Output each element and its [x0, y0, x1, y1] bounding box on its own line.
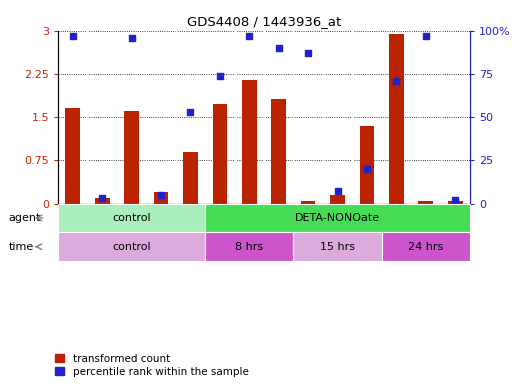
Bar: [389, 33, 404, 204]
Bar: [301, 200, 316, 204]
Bar: [58, 204, 205, 232]
Point: [127, 35, 136, 41]
Point: [392, 78, 401, 84]
Text: 15 hrs: 15 hrs: [320, 242, 355, 252]
Text: 8 hrs: 8 hrs: [235, 242, 263, 252]
Point: [304, 50, 313, 56]
Point: [363, 166, 371, 172]
Text: control: control: [112, 213, 151, 223]
Point: [245, 33, 253, 39]
Text: GSM549083: GSM549083: [156, 209, 166, 260]
Point: [421, 33, 430, 39]
Text: GSM549084: GSM549084: [186, 209, 195, 260]
Text: GSM549088: GSM549088: [304, 209, 313, 260]
Bar: [242, 79, 257, 204]
Text: GSM549087: GSM549087: [274, 209, 283, 260]
Point: [69, 33, 77, 39]
Point: [186, 109, 195, 115]
Bar: [65, 108, 80, 204]
Text: GSM549080: GSM549080: [68, 209, 77, 260]
Text: GSM549085: GSM549085: [215, 209, 224, 260]
Title: GDS4408 / 1443936_at: GDS4408 / 1443936_at: [187, 15, 341, 28]
Text: GSM549089: GSM549089: [333, 209, 342, 260]
Bar: [205, 232, 294, 261]
Bar: [360, 126, 374, 204]
Text: GSM549086: GSM549086: [245, 209, 254, 260]
Bar: [95, 198, 110, 204]
Text: GSM549082: GSM549082: [127, 209, 136, 260]
Text: GSM549081: GSM549081: [98, 209, 107, 260]
Legend: transformed count, percentile rank within the sample: transformed count, percentile rank withi…: [53, 351, 250, 379]
Bar: [330, 195, 345, 204]
Text: 24 hrs: 24 hrs: [408, 242, 444, 252]
Text: GSM549091: GSM549091: [392, 209, 401, 260]
Bar: [183, 152, 198, 204]
Text: time: time: [8, 242, 34, 252]
Point: [157, 192, 165, 198]
Bar: [154, 192, 168, 204]
Bar: [418, 200, 433, 204]
Point: [451, 197, 459, 203]
Text: DETA-NONOate: DETA-NONOate: [295, 213, 380, 223]
Text: control: control: [112, 242, 151, 252]
Point: [333, 188, 342, 194]
Point: [215, 73, 224, 79]
Text: GSM549090: GSM549090: [362, 209, 372, 260]
Bar: [294, 232, 382, 261]
Point: [98, 195, 107, 201]
Text: agent: agent: [8, 213, 41, 223]
Bar: [382, 232, 470, 261]
Bar: [271, 99, 286, 204]
Bar: [205, 204, 470, 232]
Bar: [124, 111, 139, 204]
Bar: [448, 200, 463, 204]
Text: GSM549093: GSM549093: [451, 209, 460, 260]
Point: [275, 45, 283, 51]
Bar: [212, 104, 227, 204]
Text: GSM549092: GSM549092: [421, 209, 430, 260]
Bar: [58, 232, 205, 261]
